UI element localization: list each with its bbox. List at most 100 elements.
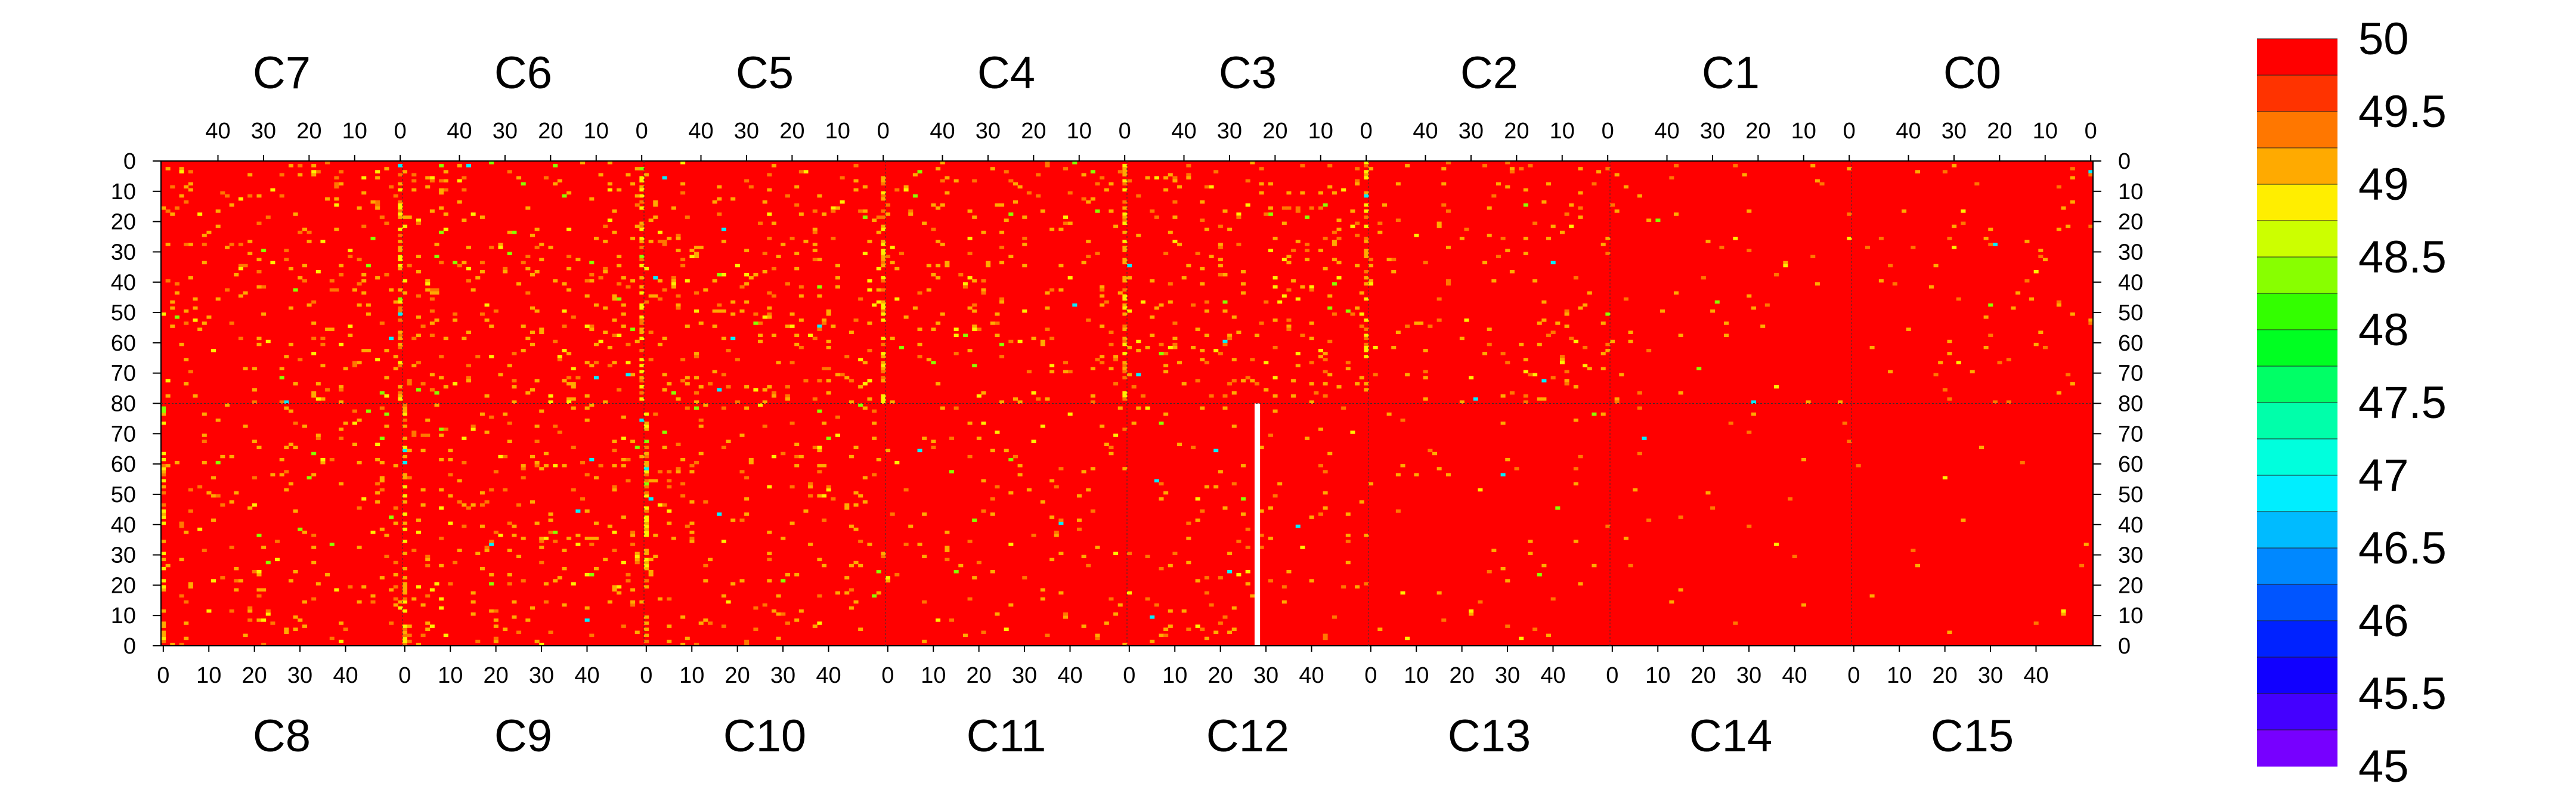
heatmap-cell bbox=[744, 406, 750, 410]
heatmap-cell bbox=[1254, 382, 1259, 386]
heatmap-cell bbox=[1172, 345, 1178, 349]
heatmap-cell bbox=[548, 400, 553, 404]
heatmap-cell bbox=[853, 179, 859, 182]
chip-label-bottom: C10 bbox=[723, 711, 806, 761]
heatmap-cell bbox=[644, 530, 649, 534]
heatmap-cell bbox=[1163, 370, 1169, 374]
heatmap-cell bbox=[639, 185, 645, 189]
heatmap-cell bbox=[584, 394, 590, 398]
colorbar-segment bbox=[2257, 293, 2337, 330]
heatmap-cell bbox=[685, 376, 690, 380]
heatmap-cell bbox=[886, 212, 891, 216]
heatmap-cell bbox=[1281, 294, 1287, 298]
heatmap-cell bbox=[803, 509, 809, 513]
heatmap-cell bbox=[876, 230, 881, 234]
heatmap-cell bbox=[767, 315, 772, 319]
heatmap-cell bbox=[416, 218, 421, 222]
heatmap-cell bbox=[220, 454, 225, 459]
heatmap-cell bbox=[644, 467, 649, 470]
heatmap-cell bbox=[393, 561, 398, 565]
heatmap-cell bbox=[1281, 206, 1287, 210]
heatmap-cell bbox=[188, 509, 193, 513]
heatmap-cell bbox=[603, 267, 608, 271]
heatmap-cell bbox=[689, 530, 695, 534]
heatmap-cell bbox=[462, 461, 467, 465]
heatmap-cell bbox=[1345, 309, 1351, 313]
heatmap-cell bbox=[1222, 342, 1228, 346]
heatmap-cell bbox=[648, 218, 654, 222]
heatmap-cell bbox=[1550, 597, 1556, 601]
heatmap-cell bbox=[1810, 164, 1816, 168]
heatmap-cell bbox=[1086, 240, 1091, 243]
heatmap-cell bbox=[1550, 224, 1556, 228]
heatmap-cell bbox=[339, 388, 344, 392]
heatmap-cell bbox=[1327, 339, 1333, 343]
heatmap-cell bbox=[389, 588, 394, 592]
heatmap-cell bbox=[653, 200, 658, 204]
heatmap-cell bbox=[2006, 358, 2011, 361]
x-tick-label-top: 10 bbox=[342, 119, 367, 144]
heatmap-cell bbox=[931, 327, 936, 331]
heatmap-cell bbox=[1222, 406, 1228, 410]
heatmap-cell bbox=[1022, 309, 1027, 313]
heatmap-cell bbox=[1364, 209, 1369, 213]
heatmap-cell bbox=[429, 588, 435, 592]
y-tick-label-right: 50 bbox=[2118, 482, 2143, 507]
heatmap-cell bbox=[1569, 224, 1574, 228]
heatmap-cell bbox=[1163, 633, 1169, 637]
heatmap-cell bbox=[617, 188, 622, 192]
heatmap-cell bbox=[1478, 488, 1483, 492]
heatmap-cell bbox=[644, 173, 649, 177]
heatmap-cell bbox=[402, 627, 408, 631]
heatmap-cell bbox=[753, 312, 758, 316]
heatmap-cell bbox=[1017, 400, 1023, 404]
heatmap-cell bbox=[539, 537, 544, 540]
heatmap-cell bbox=[717, 185, 722, 189]
heatmap-cell bbox=[1122, 397, 1128, 401]
heatmap-cell bbox=[398, 288, 403, 292]
heatmap-cell bbox=[1222, 506, 1228, 510]
heatmap-cell bbox=[1605, 342, 1611, 346]
heatmap-cell bbox=[685, 215, 690, 219]
heatmap-cell bbox=[626, 573, 631, 577]
heatmap-cell bbox=[161, 467, 166, 470]
heatmap-cell bbox=[416, 585, 421, 589]
heatmap-cell bbox=[1573, 339, 1578, 343]
heatmap-cell bbox=[1004, 627, 1009, 631]
heatmap-cell bbox=[680, 182, 686, 186]
heatmap-cell bbox=[302, 600, 307, 604]
heatmap-cell bbox=[671, 206, 676, 210]
heatmap-cell bbox=[881, 191, 886, 195]
x-tick-label-top: 10 bbox=[2033, 119, 2058, 144]
heatmap-cell bbox=[1564, 382, 1569, 386]
heatmap-cell bbox=[1195, 497, 1200, 501]
heatmap-cell bbox=[981, 630, 986, 634]
heatmap-cell bbox=[161, 312, 166, 316]
heatmap-cell bbox=[484, 549, 490, 552]
heatmap-cell bbox=[771, 267, 776, 271]
heatmap-cell bbox=[1122, 230, 1128, 234]
heatmap-cell bbox=[1058, 467, 1064, 470]
heatmap-cell bbox=[1523, 203, 1528, 207]
heatmap-cell bbox=[1345, 533, 1351, 537]
heatmap-cell bbox=[798, 170, 804, 174]
heatmap-cell bbox=[1355, 167, 1360, 171]
heatmap-cell bbox=[521, 467, 526, 470]
heatmap-cell bbox=[361, 191, 367, 195]
x-tick-label-bottom: 10 bbox=[1162, 663, 1187, 688]
heatmap-cell bbox=[1209, 255, 1214, 258]
heatmap-cell bbox=[940, 243, 945, 246]
heatmap-cell bbox=[512, 615, 517, 619]
heatmap-cell bbox=[543, 537, 549, 540]
heatmap-cell bbox=[826, 312, 831, 316]
heatmap-cell bbox=[634, 167, 640, 171]
heatmap-cell bbox=[1523, 394, 1528, 398]
heatmap-cell bbox=[229, 546, 234, 549]
heatmap-cell bbox=[767, 212, 772, 216]
heatmap-cell bbox=[976, 327, 982, 331]
heatmap-cell bbox=[1122, 221, 1128, 225]
heatmap-cell bbox=[644, 579, 649, 583]
heatmap-cell bbox=[890, 261, 895, 265]
heatmap-cell bbox=[1213, 349, 1219, 352]
heatmap-cell bbox=[298, 164, 303, 168]
